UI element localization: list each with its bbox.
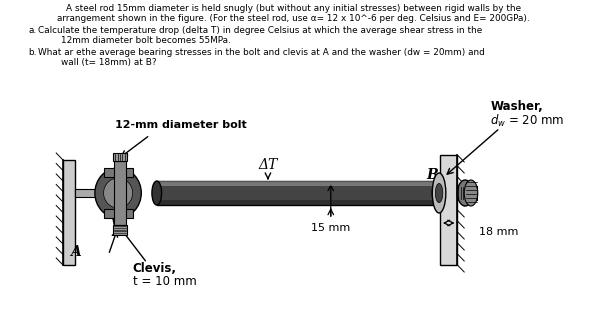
Ellipse shape — [435, 183, 443, 202]
Bar — [63, 160, 75, 265]
Bar — [104, 209, 133, 218]
Text: Clevis,: Clevis, — [133, 262, 176, 275]
Text: What ar ethe average bearing stresses in the bolt and clevis at A and the washer: What ar ethe average bearing stresses in… — [38, 48, 485, 67]
Bar — [458, 186, 477, 200]
Text: b.: b. — [28, 48, 37, 57]
Text: $d_w$ = 20 mm: $d_w$ = 20 mm — [490, 113, 565, 129]
Ellipse shape — [95, 168, 141, 218]
Text: a.: a. — [28, 26, 36, 35]
Bar — [113, 153, 127, 161]
Bar — [113, 225, 127, 235]
Text: A: A — [70, 245, 81, 259]
Bar — [104, 168, 133, 177]
Bar — [75, 189, 108, 197]
Ellipse shape — [104, 178, 133, 208]
Text: t = 10 mm: t = 10 mm — [133, 275, 197, 288]
Bar — [157, 181, 437, 205]
Text: 12-mm diameter bolt: 12-mm diameter bolt — [115, 120, 247, 130]
Text: Washer,: Washer, — [490, 100, 543, 113]
Text: 15 mm: 15 mm — [311, 223, 350, 233]
Text: ΔT: ΔT — [258, 158, 278, 172]
Text: arrangement shown in the figure. (For the steel rod, use α= 12 x 10^-6 per deg. : arrangement shown in the figure. (For th… — [57, 14, 529, 23]
Bar — [157, 200, 437, 205]
Ellipse shape — [458, 180, 473, 206]
Text: Calculate the temperature drop (delta T) in degree Celsius at which the average : Calculate the temperature drop (delta T)… — [38, 26, 482, 46]
Ellipse shape — [432, 181, 442, 205]
Ellipse shape — [432, 173, 446, 213]
Ellipse shape — [152, 181, 162, 205]
Ellipse shape — [464, 180, 478, 206]
Text: B: B — [426, 168, 438, 182]
Bar — [440, 155, 458, 265]
Bar — [114, 161, 126, 225]
Bar — [157, 181, 437, 187]
Text: A steel rod 15mm diameter is held snugly (but without any initial stresses) betw: A steel rod 15mm diameter is held snugly… — [66, 4, 520, 13]
Text: 18 mm: 18 mm — [479, 227, 518, 237]
